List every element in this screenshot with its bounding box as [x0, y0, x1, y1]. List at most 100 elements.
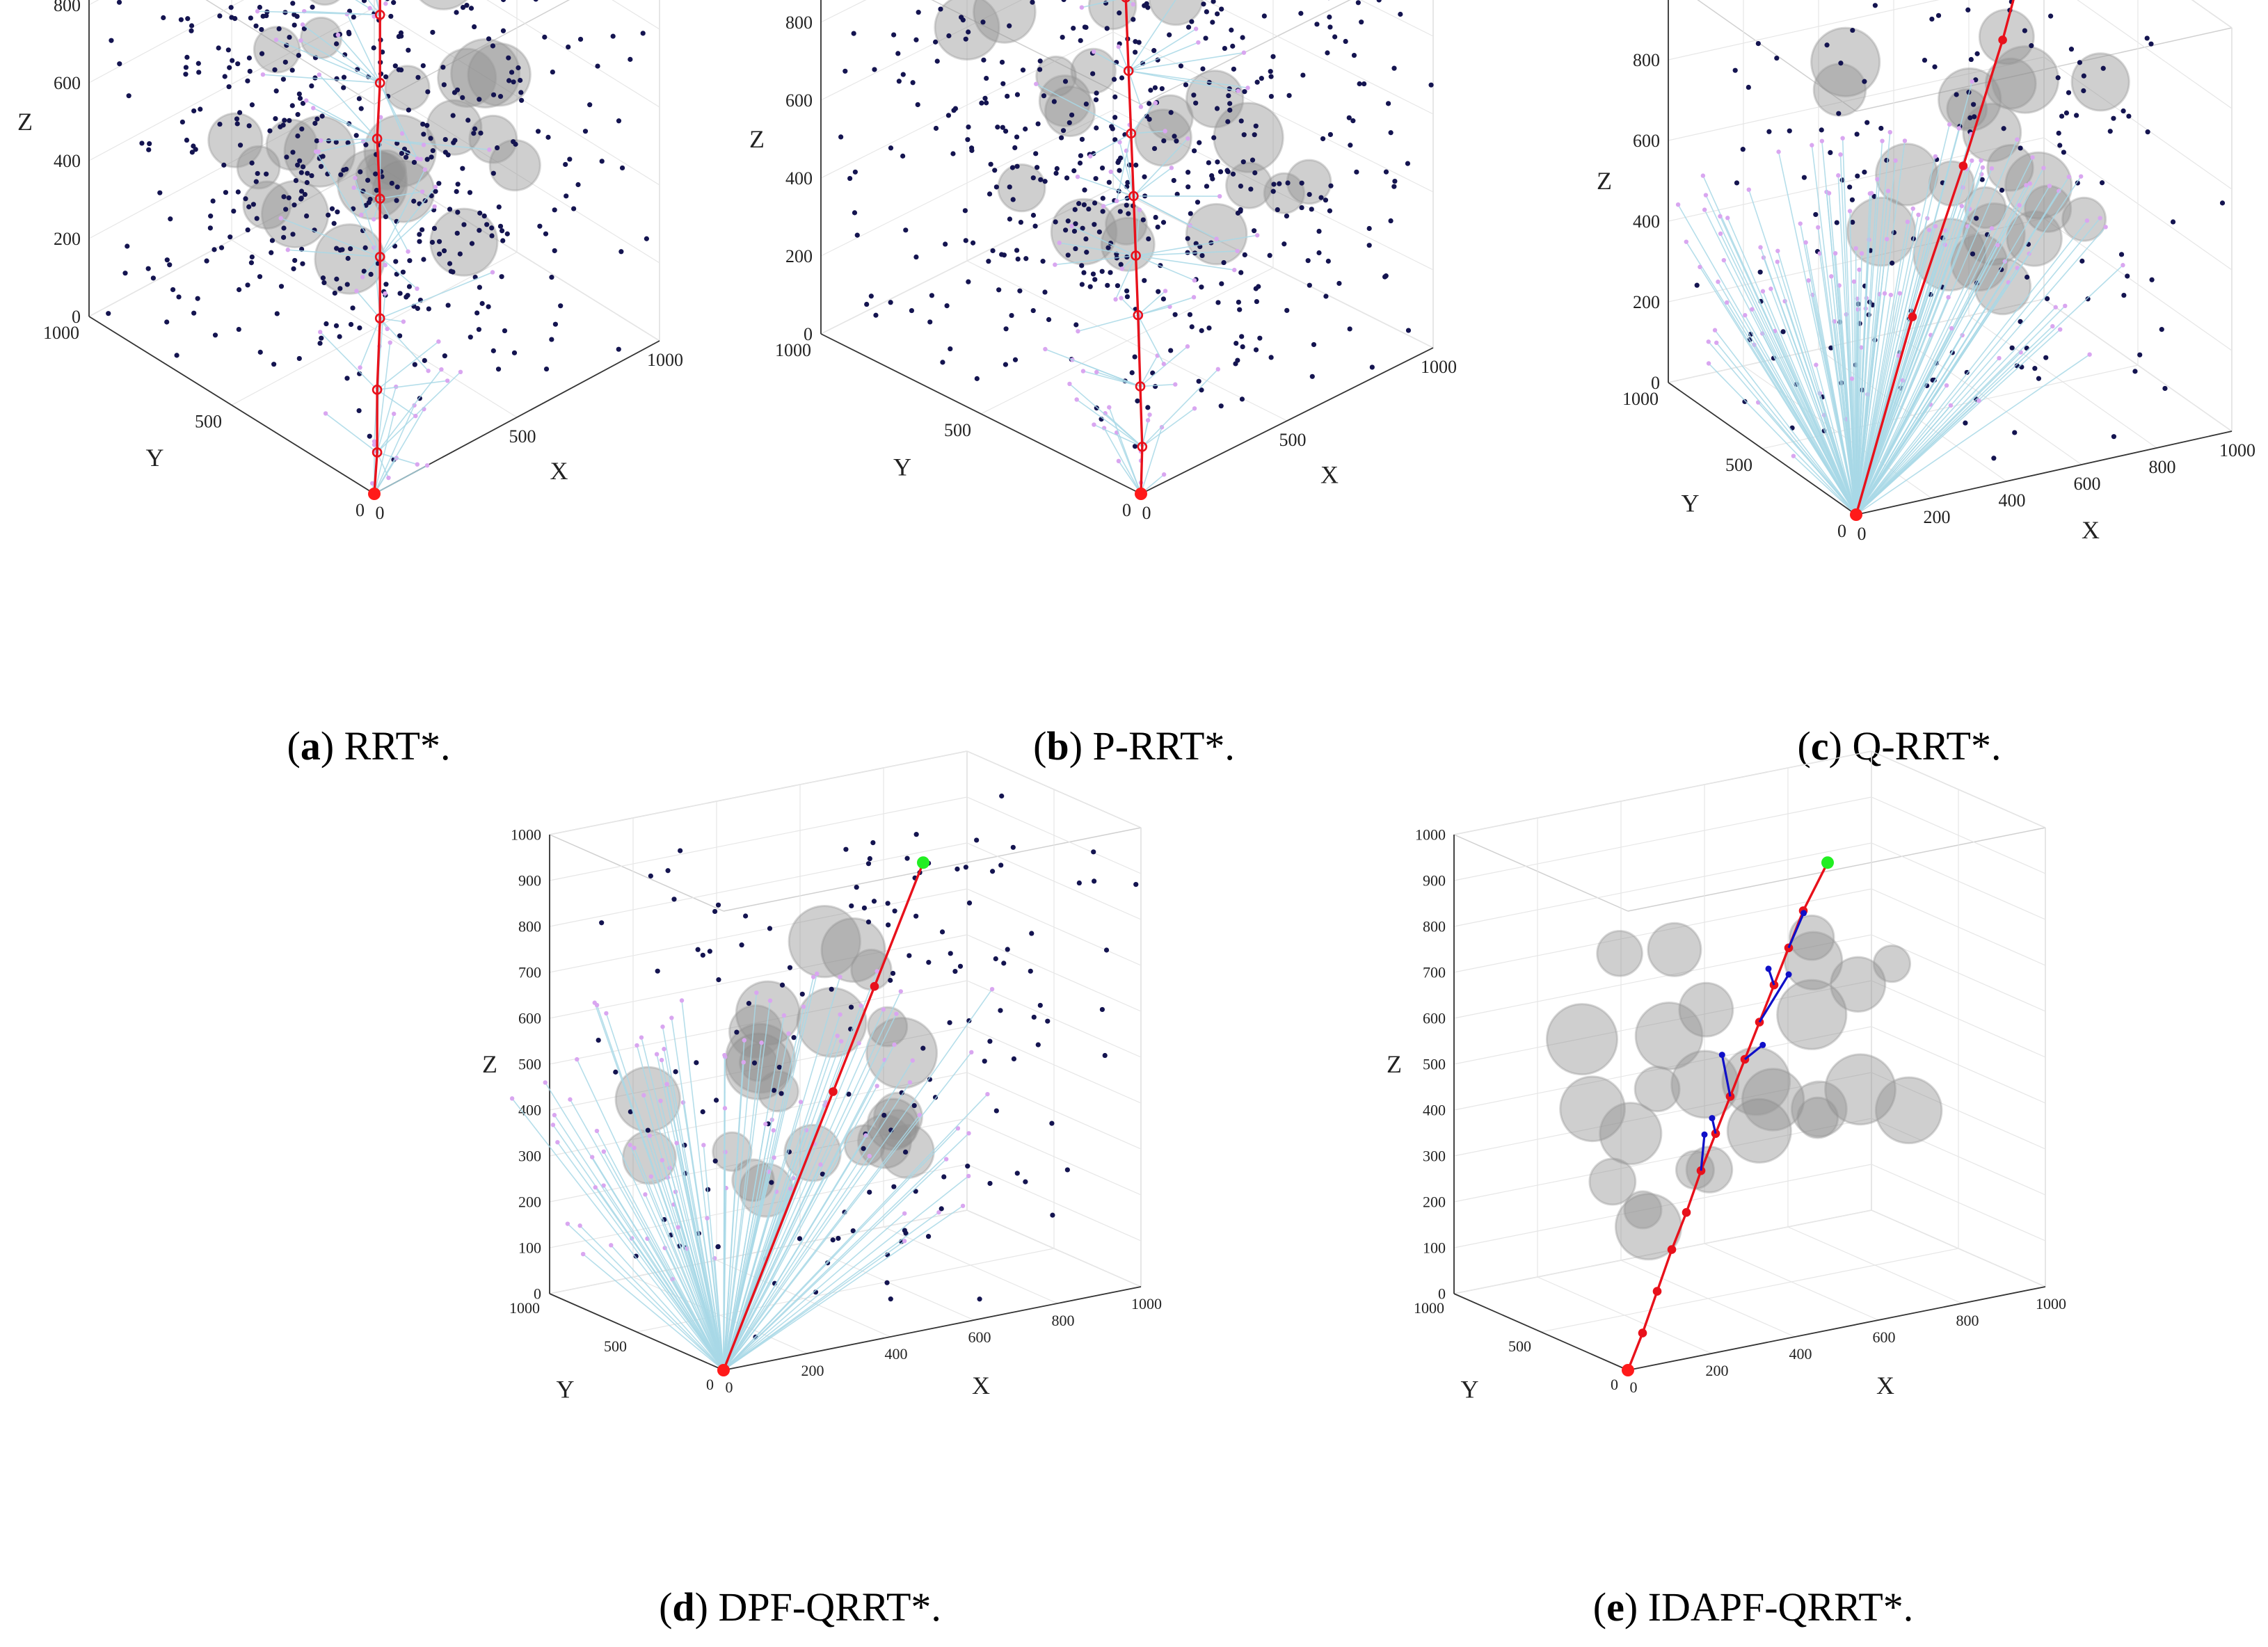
panel-d-tree-edge: [595, 1187, 724, 1371]
panel-a-sample-point: [246, 123, 252, 129]
panel-d-tree-edge: [723, 1205, 964, 1371]
panel-c-sample-point: [1787, 128, 1792, 134]
panel-a-tree-edge: [380, 191, 423, 200]
panel-a-sample-point: [391, 0, 397, 6]
panel-a-path-waypoint: [372, 447, 383, 458]
panel-a-sample-point: [430, 29, 436, 35]
panel-a-obstacle: [450, 38, 521, 109]
panel-d-tree-node: [580, 1251, 586, 1257]
panel-a-sample-point: [436, 181, 442, 186]
panel-a-sample-point: [610, 33, 616, 39]
panel-c-tree-edge: [1855, 176, 2070, 515]
panel-a-sample-point: [299, 126, 305, 132]
panel-c-sample-point: [2043, 355, 2049, 360]
panel-b-sample-point: [847, 175, 853, 182]
panel-a-sample-point: [337, 334, 342, 339]
panel-b-tree-edge: [1115, 255, 1137, 300]
panel-e-force-arrow: [1720, 1054, 1732, 1097]
panel-a-sample-point: [245, 78, 250, 83]
panel-a-sample-point: [282, 59, 288, 65]
panel-c-tree-node: [1806, 278, 1811, 283]
panel-a-tree-edge: [301, 40, 381, 83]
panel-c-tree-edge: [1855, 156, 1936, 515]
panel-b-tree-node: [1034, 81, 1039, 86]
panel-b-sample-point: [1017, 288, 1023, 294]
panel-a-sample-point: [452, 138, 458, 143]
panel-a-sample-point: [469, 241, 475, 246]
panel-d-sample-point: [848, 1004, 854, 1010]
panel-d-tree-edge: [723, 1132, 970, 1371]
panel-a-sample-point: [497, 223, 504, 229]
panel-b-sample-point: [1254, 298, 1260, 305]
panel-d-sample-point: [1001, 961, 1007, 966]
panel-b-tree-edge: [1103, 428, 1142, 495]
panel-b-sample-point: [1083, 101, 1089, 107]
panel-a-sample-point: [511, 350, 518, 355]
panel-a-sample-point: [445, 303, 451, 308]
panel-c-sample-point: [2055, 75, 2061, 81]
panel-d-z-tick-label: 800: [518, 918, 541, 935]
panel-c-sample-point: [2022, 28, 2027, 33]
panel-d-tree-node: [910, 1058, 915, 1063]
panel-d-z-tick-label: 500: [518, 1056, 541, 1073]
panel-a-tree-node: [383, 262, 388, 268]
panel-a-sample-point: [489, 233, 495, 239]
panel-b-sample-point: [1117, 168, 1122, 173]
panel-d-sample-point: [849, 903, 854, 909]
panel-b-sample-point: [1124, 294, 1131, 300]
panel-b-sample-point: [1219, 281, 1224, 287]
panel-b-sample-point: [1239, 396, 1245, 402]
panel-a-tree-edge: [355, 0, 381, 15]
panel-a-sample-point: [509, 70, 515, 75]
panel-b-sample-point: [984, 75, 989, 81]
panel-b-sample-point: [1307, 191, 1312, 198]
panel-b-sample-point: [1160, 296, 1166, 302]
panel-b-sample-point: [1346, 115, 1352, 120]
panel-c-tree-node: [2053, 305, 2058, 310]
panel-b-sample-point: [838, 134, 844, 140]
panel-d-tree-edge: [629, 1144, 724, 1371]
panel-b-sample-point: [927, 319, 933, 325]
panel-a-sample-point: [362, 245, 368, 250]
panel-a-sample-point: [388, 13, 394, 19]
panel-d-z-axis-label: Z: [482, 1050, 497, 1078]
panel-a-tree-node: [353, 175, 358, 181]
panel-a-sample-point: [467, 190, 473, 195]
panel-b-y-tick-label: 500: [944, 420, 971, 440]
panel-c-tree-edge: [1759, 247, 1857, 515]
panel-c-tree-node: [1855, 307, 1861, 312]
panel-a-sample-point: [198, 106, 203, 112]
panel-a-sample-point: [421, 257, 426, 262]
panel-b-sample-point: [1230, 171, 1236, 177]
panel-b-sample-point: [1072, 207, 1078, 212]
panel-e-z-tick-label: 500: [1423, 1056, 1446, 1073]
panel-a-tree-edge: [262, 74, 381, 83]
panel-b-sample-point: [1099, 165, 1105, 171]
panel-b-sample-point: [1172, 134, 1177, 139]
panel-d-sample-point: [1092, 878, 1097, 884]
panel-b-obstacle: [1148, 0, 1204, 26]
panel-a-sample-point: [457, 251, 463, 257]
panel-c-start-marker: [1850, 508, 1862, 521]
panel-a-tree-edge: [318, 138, 378, 152]
panel-a-sample-point: [295, 112, 301, 118]
panel-a-sample-point: [490, 348, 496, 353]
panel-b-sample-point: [1298, 10, 1304, 16]
panel-a-tree-node: [285, 248, 290, 252]
panel-d-tree-node: [754, 990, 759, 995]
panel-a-sample-point: [174, 353, 179, 358]
panel-c-tree-edge: [1821, 140, 1857, 515]
panel-c-sample-point: [2170, 219, 2176, 225]
panel-d-tree-node: [881, 1007, 886, 1012]
panel-d-tree-edge: [723, 1155, 870, 1371]
panel-b-sample-point: [1327, 14, 1332, 20]
panel-b-sample-point: [1161, 138, 1167, 144]
panel-c-tree-edge: [1855, 131, 1891, 515]
panel-a-sample-point: [281, 225, 287, 231]
panel-b-tree-node: [1169, 166, 1174, 170]
panel-a-path-waypoint: [372, 134, 383, 144]
panel-d-sample-point: [700, 1109, 705, 1115]
panel-c-y-axis-label: Y: [1682, 490, 1700, 517]
panel-b-path-waypoint: [1131, 250, 1141, 261]
panel-a-sample-point: [640, 31, 646, 36]
